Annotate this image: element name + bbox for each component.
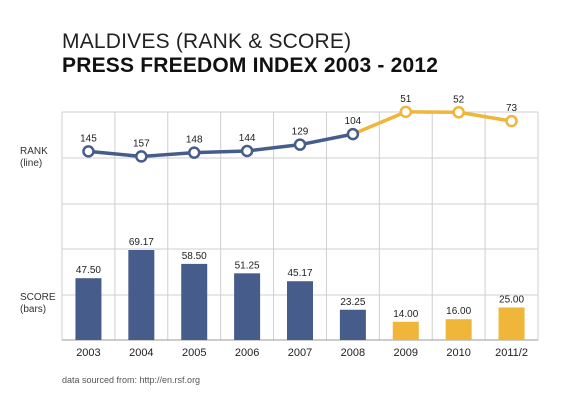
- bar-2008: [339, 309, 366, 340]
- chart-subtitle: PRESS FREEDOM INDEX 2003 - 2012: [62, 54, 439, 77]
- rank-label-2010: 52: [453, 94, 465, 105]
- x-tick-2009: 2009: [394, 347, 418, 359]
- rank-point-2006: [240, 144, 254, 158]
- score-axis-title: SCORE: [20, 292, 56, 303]
- rank-point-2011/2: [505, 114, 518, 128]
- x-tick-2010: 2010: [446, 347, 470, 359]
- source-note: data sourced from: http://en.rsf.org: [62, 375, 201, 385]
- x-tick-2008: 2008: [341, 347, 365, 359]
- bar-2004: [128, 250, 155, 340]
- bar-2010: [445, 319, 472, 340]
- rank-point-2008: [346, 127, 360, 141]
- bar-label-2004: 69.17: [129, 237, 154, 248]
- bar-label-2009: 14.00: [393, 309, 418, 320]
- rank-segment-7: [458, 110, 512, 123]
- bar-label-2010: 16.00: [446, 306, 471, 317]
- x-tick-2005: 2005: [182, 347, 206, 359]
- rank-segment-4: [299, 132, 354, 147]
- rank-segment-0: [88, 149, 142, 159]
- score-axis-subtitle: (bars): [20, 304, 47, 315]
- score-axis-label: SCORE (bars): [20, 292, 56, 316]
- rank-point-2004: [135, 150, 148, 163]
- bar-2007: [287, 281, 313, 340]
- rank-label-2004: 157: [133, 138, 150, 149]
- bar-2005: [181, 263, 208, 340]
- rank-label-2007: 129: [292, 127, 309, 138]
- x-tick-2003: 2003: [76, 347, 100, 359]
- rank-segment-3: [246, 142, 301, 153]
- bar-2006: [234, 273, 261, 340]
- rank-axis-subtitle: (line): [20, 158, 43, 169]
- bar-label-2006: 51.25: [235, 260, 260, 271]
- bar-2011/2: [498, 307, 525, 340]
- rank-point-2007: [293, 138, 307, 151]
- rank-segment-1: [141, 150, 195, 159]
- rank-point-2010: [452, 106, 465, 119]
- x-tick-2007: 2007: [288, 347, 312, 359]
- bar-label-2007: 45.17: [287, 268, 312, 279]
- rank-segment-5: [352, 110, 407, 136]
- chart-title: MALDIVES (RANK & SCORE): [62, 30, 352, 53]
- bar-label-2008: 23.25: [340, 297, 365, 308]
- bar-label-2005: 58.50: [182, 251, 207, 262]
- rank-point-2009: [399, 105, 413, 119]
- bar-2003: [75, 278, 102, 340]
- rank-label-2005: 148: [186, 135, 203, 146]
- x-tick-2011/2: 2011/2: [495, 347, 528, 359]
- rank-point-2005: [187, 146, 201, 159]
- bar-label-2003: 47.50: [76, 265, 101, 276]
- rank-label-2003: 145: [80, 133, 97, 144]
- rank-label-2006: 144: [239, 133, 256, 144]
- rank-segment-2: [194, 149, 248, 155]
- rank-label-2011/2: 73: [506, 103, 518, 114]
- rank-axis-label: RANK (line): [20, 146, 48, 170]
- rank-label-2008: 104: [345, 116, 362, 127]
- rank-axis-title: RANK: [20, 146, 48, 157]
- rank-label-2009: 51: [400, 94, 412, 105]
- bar-2009: [392, 321, 419, 340]
- rank-point-2003: [82, 145, 95, 158]
- bar-label-2011/2: 25.00: [499, 294, 524, 305]
- x-tick-2006: 2006: [235, 347, 259, 359]
- x-tick-2004: 2004: [129, 347, 153, 359]
